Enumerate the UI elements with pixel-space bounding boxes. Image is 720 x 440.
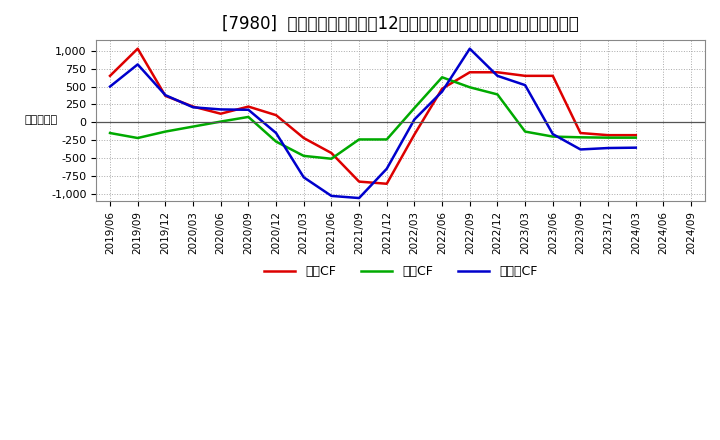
フリーCF: [244, 107, 253, 113]
投資CF: [382, 137, 391, 142]
Title: [7980]  キャッシュフローの12か月移動合計の対前年同期増減額の推移: [7980] キャッシュフローの12か月移動合計の対前年同期増減額の推移: [222, 15, 579, 33]
投資CF: [133, 136, 142, 141]
営業CF: [327, 150, 336, 156]
営業CF: [576, 130, 585, 136]
営業CF: [355, 179, 364, 184]
営業CF: [410, 132, 419, 137]
フリーCF: [465, 46, 474, 51]
投資CF: [161, 129, 170, 134]
投資CF: [410, 105, 419, 110]
フリーCF: [161, 92, 170, 98]
営業CF: [549, 73, 557, 78]
フリーCF: [521, 82, 529, 88]
営業CF: [106, 73, 114, 78]
フリーCF: [217, 107, 225, 112]
フリーCF: [576, 147, 585, 152]
営業CF: [438, 86, 446, 92]
営業CF: [189, 104, 197, 109]
営業CF: [244, 104, 253, 109]
営業CF: [631, 132, 640, 138]
フリーCF: [327, 193, 336, 198]
投資CF: [106, 130, 114, 136]
営業CF: [271, 113, 280, 118]
フリーCF: [271, 130, 280, 136]
Line: 投資CF: 投資CF: [110, 77, 636, 159]
投資CF: [327, 156, 336, 161]
フリーCF: [133, 62, 142, 67]
営業CF: [604, 132, 613, 138]
投資CF: [493, 92, 502, 97]
フリーCF: [355, 195, 364, 201]
Y-axis label: （百万円）: （百万円）: [24, 116, 58, 125]
営業CF: [493, 70, 502, 75]
フリーCF: [631, 145, 640, 150]
投資CF: [438, 75, 446, 80]
Legend: 営業CF, 投資CF, フリーCF: 営業CF, 投資CF, フリーCF: [258, 260, 543, 283]
投資CF: [300, 153, 308, 158]
営業CF: [217, 111, 225, 116]
投資CF: [576, 135, 585, 140]
フリーCF: [493, 73, 502, 78]
フリーCF: [438, 89, 446, 94]
投資CF: [465, 84, 474, 90]
投資CF: [604, 135, 613, 140]
投資CF: [631, 135, 640, 140]
投資CF: [549, 134, 557, 139]
フリーCF: [410, 117, 419, 122]
フリーCF: [549, 132, 557, 137]
投資CF: [355, 137, 364, 142]
投資CF: [189, 124, 197, 129]
営業CF: [161, 93, 170, 99]
営業CF: [300, 136, 308, 141]
営業CF: [521, 73, 529, 78]
Line: フリーCF: フリーCF: [110, 49, 636, 198]
投資CF: [217, 119, 225, 124]
フリーCF: [189, 105, 197, 110]
フリーCF: [106, 84, 114, 89]
投資CF: [521, 129, 529, 134]
フリーCF: [604, 145, 613, 150]
Line: 営業CF: 営業CF: [110, 49, 636, 184]
営業CF: [465, 70, 474, 75]
投資CF: [271, 139, 280, 144]
投資CF: [244, 114, 253, 120]
フリーCF: [300, 175, 308, 180]
フリーCF: [382, 166, 391, 172]
営業CF: [382, 181, 391, 187]
営業CF: [133, 46, 142, 51]
